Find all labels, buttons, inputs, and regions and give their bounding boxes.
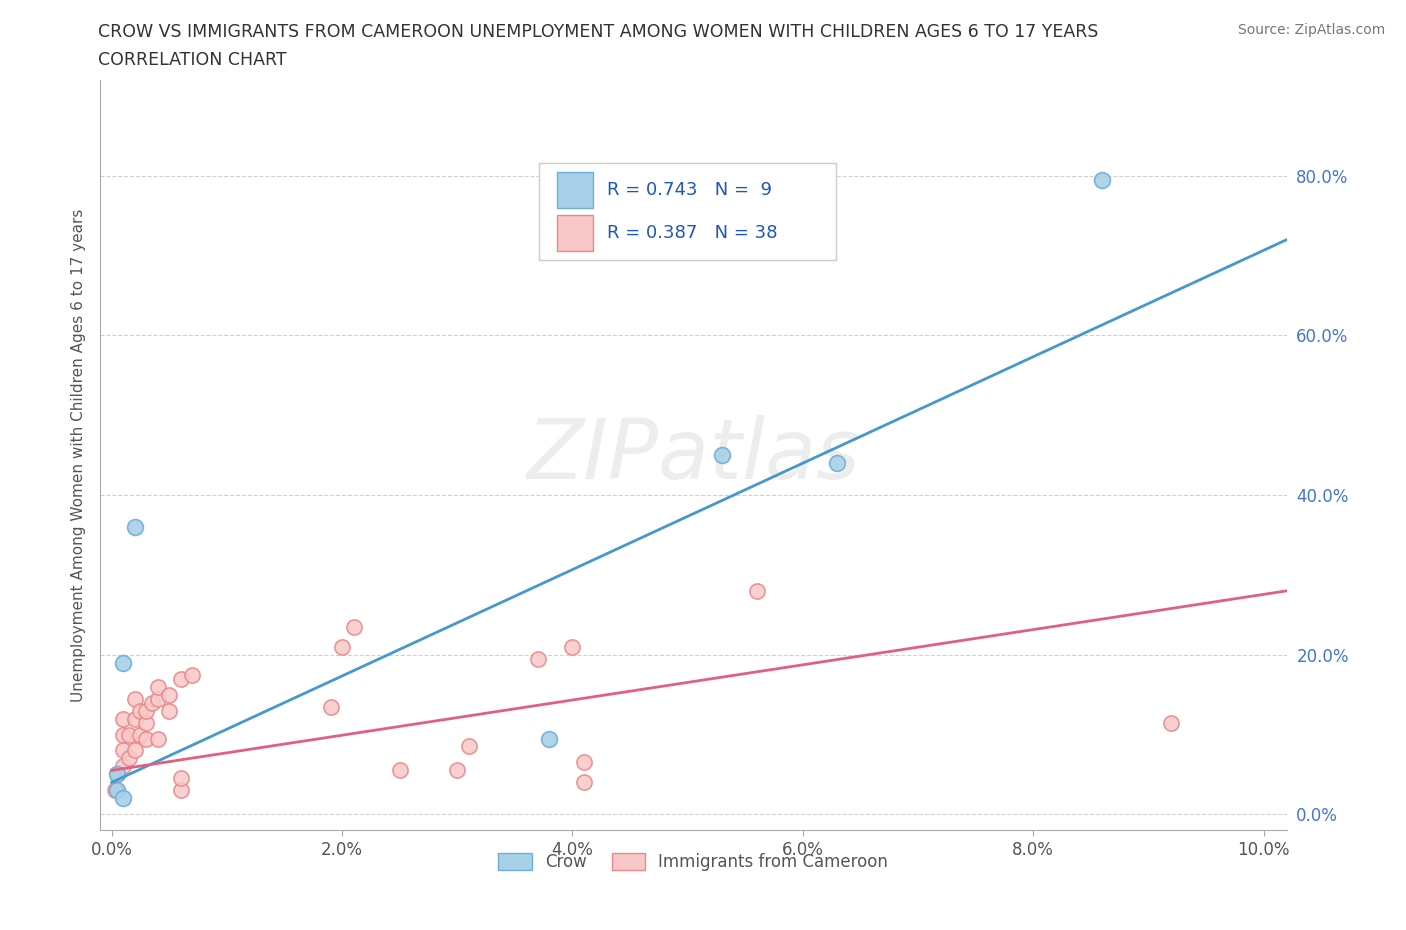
Point <box>135 715 157 730</box>
Point <box>388 763 411 777</box>
Point <box>745 583 768 598</box>
Point <box>711 447 734 462</box>
Point <box>104 783 127 798</box>
Point <box>538 731 561 746</box>
Legend: Crow, Immigrants from Cameroon: Crow, Immigrants from Cameroon <box>498 853 889 870</box>
Point <box>107 767 129 782</box>
Point <box>157 687 180 702</box>
Point <box>146 691 169 706</box>
Point <box>118 727 141 742</box>
Point <box>112 759 135 774</box>
Point <box>146 679 169 694</box>
Point <box>107 767 129 782</box>
Point <box>1160 715 1182 730</box>
FancyBboxPatch shape <box>557 172 592 208</box>
Point <box>181 667 204 682</box>
Point <box>319 699 342 714</box>
Point <box>129 703 152 718</box>
Text: CORRELATION CHART: CORRELATION CHART <box>98 51 287 69</box>
Point <box>1091 172 1114 187</box>
Point <box>141 695 163 710</box>
Y-axis label: Unemployment Among Women with Children Ages 6 to 17 years: Unemployment Among Women with Children A… <box>72 208 86 702</box>
Point <box>112 727 135 742</box>
Point <box>457 739 479 754</box>
Point <box>107 783 129 798</box>
Point <box>330 639 353 654</box>
Point <box>170 783 193 798</box>
Point <box>135 703 157 718</box>
Point <box>157 703 180 718</box>
Point <box>112 743 135 758</box>
Point <box>146 731 169 746</box>
Point <box>112 656 135 671</box>
Text: CROW VS IMMIGRANTS FROM CAMEROON UNEMPLOYMENT AMONG WOMEN WITH CHILDREN AGES 6 T: CROW VS IMMIGRANTS FROM CAMEROON UNEMPLO… <box>98 23 1099 41</box>
Point <box>112 790 135 805</box>
Point <box>124 691 146 706</box>
Point <box>170 671 193 686</box>
Point <box>527 651 550 666</box>
Point <box>118 751 141 766</box>
Text: ZIPatlas: ZIPatlas <box>527 415 860 496</box>
Point <box>827 456 849 471</box>
FancyBboxPatch shape <box>557 215 592 251</box>
Point <box>572 775 595 790</box>
Point <box>342 619 364 634</box>
Point <box>135 731 157 746</box>
Text: Source: ZipAtlas.com: Source: ZipAtlas.com <box>1237 23 1385 37</box>
Point <box>572 755 595 770</box>
Point <box>124 711 146 726</box>
Point <box>112 711 135 726</box>
Point <box>446 763 468 777</box>
Point <box>561 639 583 654</box>
FancyBboxPatch shape <box>538 163 835 260</box>
Point <box>124 520 146 535</box>
Text: R = 0.387   N = 38: R = 0.387 N = 38 <box>607 224 778 242</box>
Text: R = 0.743   N =  9: R = 0.743 N = 9 <box>607 181 772 199</box>
Point <box>124 743 146 758</box>
Point <box>170 771 193 786</box>
Point <box>129 727 152 742</box>
